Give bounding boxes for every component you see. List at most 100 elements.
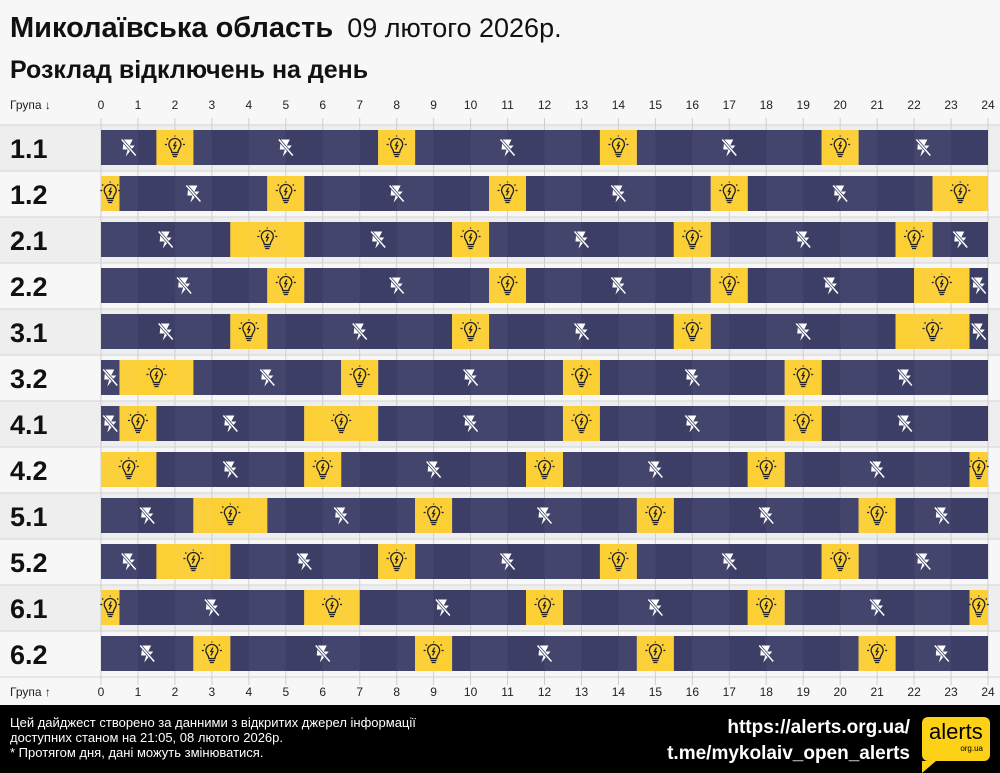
hour-shade — [840, 636, 878, 671]
hour-shade — [470, 360, 508, 395]
footer: Цей дайджест створено за данними з відкр… — [0, 705, 1000, 773]
x-tick-label: 14 — [612, 98, 626, 112]
website-link[interactable]: https://alerts.org.ua/ — [727, 717, 910, 738]
group-label: 1.2 — [10, 180, 48, 210]
hour-shade — [101, 222, 138, 257]
hour-shade — [692, 360, 730, 395]
hour-shade — [174, 452, 212, 487]
lightning-off-icon — [610, 276, 627, 295]
hour-shade — [618, 498, 656, 533]
lightbulb-icon — [756, 457, 777, 480]
lightning-off-icon — [896, 414, 913, 433]
hour-shade — [174, 360, 212, 395]
lightning-off-icon — [139, 506, 156, 525]
x-tick-label: 16 — [686, 98, 700, 112]
hour-shade — [396, 590, 434, 625]
lightbulb-icon — [423, 641, 444, 664]
lightning-off-icon — [795, 322, 812, 341]
lightning-off-icon — [388, 184, 405, 203]
hour-shade — [544, 406, 582, 441]
x-tick-label: 19 — [797, 98, 811, 112]
x-tick-label: 14 — [612, 685, 626, 699]
lightbulb-icon — [275, 181, 296, 204]
hour-shade — [692, 268, 730, 303]
x-tick-label: 7 — [356, 685, 363, 699]
lightning-off-icon — [868, 598, 886, 617]
group-row — [100, 590, 989, 625]
lightning-off-icon — [647, 598, 664, 617]
hour-shade — [174, 498, 212, 533]
x-tick-label: 2 — [172, 98, 179, 112]
lightning-off-icon — [832, 184, 849, 203]
group-row — [101, 268, 988, 303]
hour-shade — [248, 544, 286, 579]
lightbulb-icon — [100, 595, 121, 618]
group-label: 6.1 — [10, 594, 48, 624]
hour-shade — [322, 544, 360, 579]
lightbulb-icon — [275, 273, 296, 296]
hour-shade — [174, 130, 212, 165]
hour-shade — [618, 360, 656, 395]
axis-label-top: Група ↓ — [10, 98, 51, 112]
hour-shade — [396, 452, 434, 487]
hour-shade — [840, 544, 878, 579]
x-tick-label: 24 — [981, 685, 995, 699]
lightning-off-icon — [102, 368, 119, 387]
x-tick-label: 12 — [538, 685, 552, 699]
hour-shade — [840, 452, 878, 487]
lightbulb-icon — [793, 411, 814, 434]
hour-shade — [840, 314, 878, 349]
lightning-off-icon — [434, 598, 451, 617]
hour-shade — [470, 590, 508, 625]
x-tick-label: 20 — [833, 98, 847, 112]
hour-shade — [470, 498, 508, 533]
lightning-off-icon — [933, 506, 950, 525]
hour-shade — [322, 222, 360, 257]
hour-shade — [692, 636, 730, 671]
date-label: 09 лютого 2026р. — [347, 13, 562, 43]
hour-shade — [544, 314, 582, 349]
hour-shade — [840, 222, 878, 257]
lightbulb-icon — [146, 365, 167, 388]
hour-shade — [396, 130, 434, 165]
hour-shade — [766, 130, 804, 165]
group-label: 2.2 — [10, 272, 48, 302]
hour-shade — [840, 268, 878, 303]
lightning-off-icon — [795, 230, 812, 249]
lightning-off-icon — [933, 644, 950, 663]
lightbulb-icon — [257, 227, 278, 250]
hour-shade — [766, 636, 804, 671]
hour-shade — [470, 268, 508, 303]
lightning-off-icon — [388, 276, 405, 295]
hour-shade — [618, 268, 656, 303]
hour-shade — [248, 636, 286, 671]
hour-shade — [766, 452, 804, 487]
hour-shade — [766, 176, 804, 211]
hour-shade — [766, 222, 804, 257]
lightbulb-icon — [922, 319, 943, 342]
hour-shade — [914, 268, 952, 303]
lightning-off-icon — [915, 138, 932, 157]
hour-shade — [396, 498, 434, 533]
hour-shade — [766, 314, 804, 349]
lightning-off-icon — [868, 460, 886, 479]
hour-shade — [101, 590, 138, 625]
group-label: 6.2 — [10, 640, 48, 670]
hour-shade — [174, 314, 212, 349]
hour-shade — [618, 176, 656, 211]
x-tick-label: 21 — [870, 98, 884, 112]
hour-shade — [470, 452, 508, 487]
outage-schedule-chart: Група ↓ 0 1 2 3 4 5 6 7 8 9 10 11 12 13 14 15 16 17 18 19 20 2… — [0, 98, 1000, 699]
group-row — [101, 222, 988, 257]
hour-shade — [101, 498, 138, 533]
telegram-link[interactable]: t.me/mykolaiv_open_alerts — [667, 743, 910, 764]
hour-shade — [396, 360, 434, 395]
lightning-off-icon — [462, 414, 479, 433]
lightbulb-icon — [164, 135, 185, 158]
lightning-off-icon — [758, 644, 775, 663]
group-row — [101, 636, 988, 671]
x-tick-label: 17 — [723, 98, 737, 112]
lightning-off-icon — [758, 506, 775, 525]
hour-shade — [101, 636, 138, 671]
